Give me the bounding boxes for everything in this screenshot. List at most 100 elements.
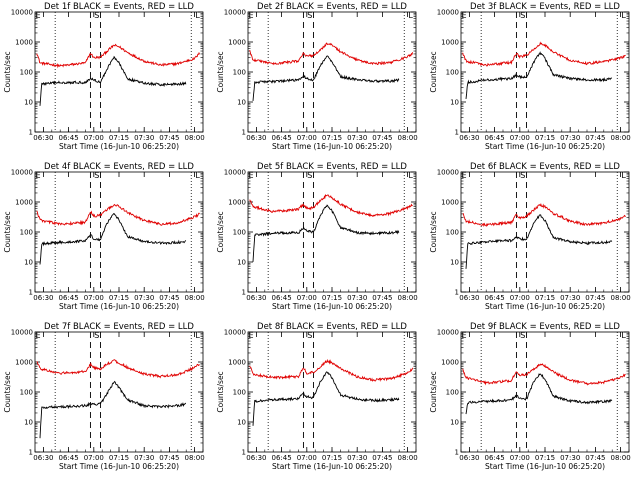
x-tick-label: 08:00 xyxy=(185,454,205,462)
y-tick-label: 1000 xyxy=(228,39,246,47)
chart-title: Det 6f BLACK = Events, RED = LLD xyxy=(470,162,620,172)
chart-svg: Det 6f BLACK = Events, RED = LLD 1 10 100 10… xyxy=(429,162,631,311)
x-tick-label: 07:45 xyxy=(159,454,179,462)
event-marker-label: S xyxy=(520,171,525,180)
y-tick-label: 10 xyxy=(237,259,246,267)
y-axis-label: Counts/sec xyxy=(429,371,438,412)
x-tick-label: 06:45 xyxy=(485,134,505,142)
event-marker-label: L xyxy=(621,331,626,340)
y-tick-label: 1 xyxy=(242,289,246,297)
event-marker-label: E xyxy=(461,11,466,20)
event-marker-label: E xyxy=(461,171,466,180)
x-tick-label: 06:30 xyxy=(246,294,266,302)
event-marker-label: E xyxy=(35,331,40,340)
y-tick-label: 1000 xyxy=(441,39,459,47)
lld-series-line xyxy=(249,194,413,218)
x-tick-label: 07:00 xyxy=(510,454,530,462)
y-tick-label: 100 xyxy=(20,69,33,77)
event-marker-label: S xyxy=(94,11,99,20)
x-tick-label: 06:45 xyxy=(272,134,292,142)
x-axis-label: Start Time (16-Jun-10 06:25:20) xyxy=(272,302,392,311)
chart-panel: Det 2f BLACK = Events, RED = LLD 1 10 100 10… xyxy=(213,0,426,160)
y-tick-label: 1000 xyxy=(441,199,459,207)
events-series-line xyxy=(465,373,613,415)
event-marker-label: S xyxy=(94,171,99,180)
x-tick-label: 07:30 xyxy=(347,294,367,302)
events-series-line xyxy=(252,204,400,262)
x-tick-label: 08:00 xyxy=(398,134,418,142)
y-axis-label: Counts/sec xyxy=(429,51,438,92)
y-tick-label: 1000 xyxy=(441,359,459,367)
chart-panel: Det 9f BLACK = Events, RED = LLD 1 10 100 10… xyxy=(426,320,639,480)
plot-frame xyxy=(247,331,417,453)
x-tick-label: 07:30 xyxy=(560,454,580,462)
x-tick-label: 07:00 xyxy=(84,454,104,462)
plot-frame xyxy=(34,11,204,133)
x-tick-label: 07:30 xyxy=(560,294,580,302)
x-axis-label: Start Time (16-Jun-10 06:25:20) xyxy=(59,302,179,311)
x-tick-label: 07:15 xyxy=(535,454,555,462)
event-marker-label: L xyxy=(408,331,413,340)
x-tick-label: 07:45 xyxy=(585,134,605,142)
y-tick-label: 1000 xyxy=(228,359,246,367)
y-tick-label: 10000 xyxy=(11,329,33,337)
y-axis-label: Counts/sec xyxy=(216,211,225,252)
event-marker-label: S xyxy=(307,331,312,340)
y-axis-label: Counts/sec xyxy=(216,51,225,92)
chart-panel: Det 1f BLACK = Events, RED = LLD 1 10 100 10… xyxy=(0,0,213,160)
x-axis-label: Start Time (16-Jun-10 06:25:20) xyxy=(485,462,605,471)
y-tick-label: 10 xyxy=(237,99,246,107)
x-tick-label: 07:00 xyxy=(84,134,104,142)
x-tick-label: 08:00 xyxy=(398,454,418,462)
event-marker-label: E xyxy=(248,171,253,180)
lld-series-line xyxy=(36,359,200,379)
y-tick-label: 1 xyxy=(242,449,246,457)
events-series-line xyxy=(39,380,187,439)
y-tick-label: 1000 xyxy=(15,199,33,207)
event-marker-label: S xyxy=(520,11,525,20)
plot-frame xyxy=(34,331,204,453)
y-tick-label: 10 xyxy=(450,419,459,427)
event-marker-label: S xyxy=(520,331,525,340)
x-tick-label: 07:00 xyxy=(510,134,530,142)
chart-svg: Det 4f BLACK = Events, RED = LLD 1 10 100 10… xyxy=(3,162,205,311)
lld-series-line xyxy=(462,41,626,67)
chart-panel: Det 7f BLACK = Events, RED = LLD 1 10 100 10… xyxy=(0,320,213,480)
event-marker-label: E xyxy=(35,11,40,20)
y-tick-label: 10 xyxy=(237,419,246,427)
x-tick-label: 07:30 xyxy=(347,134,367,142)
y-axis-label: Counts/sec xyxy=(3,51,12,92)
x-tick-label: 07:30 xyxy=(134,134,154,142)
x-tick-label: 07:00 xyxy=(297,454,317,462)
chart-panel: Det 4f BLACK = Events, RED = LLD 1 10 100 10… xyxy=(0,160,213,320)
x-tick-label: 06:45 xyxy=(485,454,505,462)
x-tick-label: 06:30 xyxy=(33,134,53,142)
chart-panel: Det 8f BLACK = Events, RED = LLD 1 10 100 10… xyxy=(213,320,426,480)
x-tick-label: 07:45 xyxy=(372,294,392,302)
y-tick-label: 10 xyxy=(450,259,459,267)
y-tick-label: 1 xyxy=(29,449,33,457)
x-tick-label: 07:00 xyxy=(297,294,317,302)
y-tick-label: 10 xyxy=(24,419,33,427)
chart-title: Det 3f BLACK = Events, RED = LLD xyxy=(470,2,620,12)
lld-series-line xyxy=(36,43,201,69)
x-tick-label: 07:00 xyxy=(510,294,530,302)
x-axis-label: Start Time (16-Jun-10 06:25:20) xyxy=(485,142,605,151)
events-series-line xyxy=(252,371,400,426)
event-marker-label: S xyxy=(307,11,312,20)
y-tick-label: 1000 xyxy=(15,359,33,367)
x-tick-label: 07:15 xyxy=(109,134,129,142)
x-tick-label: 06:45 xyxy=(59,294,79,302)
y-tick-label: 100 xyxy=(233,389,246,397)
x-axis-label: Start Time (16-Jun-10 06:25:20) xyxy=(59,142,179,151)
y-tick-label: 1000 xyxy=(15,39,33,47)
x-axis-label: Start Time (16-Jun-10 06:25:20) xyxy=(485,302,605,311)
chart-title: Det 2f BLACK = Events, RED = LLD xyxy=(257,2,407,12)
y-tick-label: 100 xyxy=(233,69,246,77)
x-tick-label: 07:45 xyxy=(372,454,392,462)
event-marker-label: E xyxy=(248,11,253,20)
x-tick-label: 06:45 xyxy=(485,294,505,302)
y-axis-label: Counts/sec xyxy=(216,371,225,412)
x-tick-label: 06:30 xyxy=(246,454,266,462)
plot-frame xyxy=(247,11,417,133)
